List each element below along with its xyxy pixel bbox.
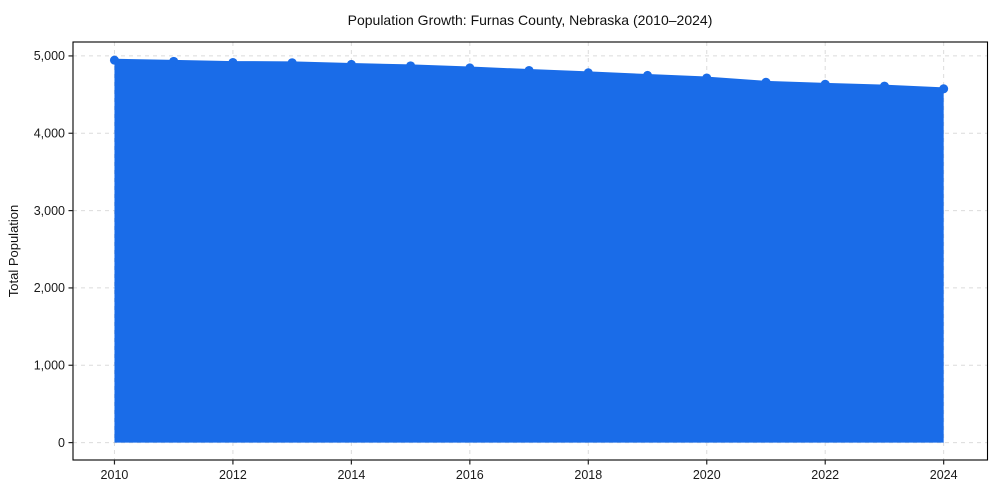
data-point-2019 — [643, 70, 653, 80]
data-point-2022 — [820, 79, 830, 89]
data-point-2010 — [109, 55, 119, 65]
axes: 2010 2012 2014 2016 2018 2020 2022 2024 0 1,000 2,… — [34, 49, 958, 482]
series-layer — [109, 55, 949, 443]
x-tick-label: 2010 — [101, 468, 129, 482]
y-tick-label: 4,000 — [34, 127, 65, 141]
data-point-2012 — [228, 57, 238, 67]
data-point-2015 — [406, 61, 416, 71]
y-tick-label: 0 — [58, 436, 65, 450]
data-point-2024 — [939, 84, 949, 94]
x-tick-label: 2016 — [456, 468, 484, 482]
data-point-2017 — [524, 65, 534, 75]
area-fill — [114, 60, 944, 443]
x-tick-label: 2022 — [811, 468, 839, 482]
data-point-2018 — [583, 68, 593, 78]
data-point-2013 — [287, 58, 297, 68]
y-tick-label: 2,000 — [34, 281, 65, 295]
x-tick-label: 2024 — [930, 468, 958, 482]
x-tick-label: 2018 — [574, 468, 602, 482]
data-point-2014 — [346, 59, 356, 69]
plot-frame — [72, 41, 989, 461]
data-point-2020 — [702, 73, 712, 83]
y-tick-label: 3,000 — [34, 204, 65, 218]
data-point-2011 — [169, 56, 179, 66]
data-point-2016 — [465, 63, 475, 73]
data-point-2023 — [879, 81, 889, 91]
y-tick-label: 5,000 — [34, 49, 65, 63]
data-point-2021 — [761, 77, 771, 87]
x-tick-label: 2012 — [219, 468, 247, 482]
x-tick-label: 2014 — [337, 468, 365, 482]
chart-title: Population Growth: Furnas County, Nebras… — [348, 12, 713, 28]
y-axis-label: Total Population — [6, 205, 21, 298]
x-tick-label: 2020 — [693, 468, 721, 482]
y-tick-label: 1,000 — [34, 359, 65, 373]
